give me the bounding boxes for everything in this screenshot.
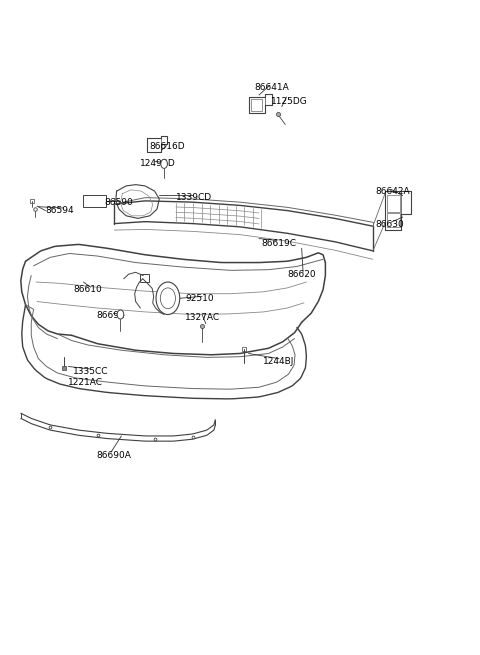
Text: 86594: 86594	[46, 206, 74, 215]
Text: 92510: 92510	[185, 294, 214, 303]
Bar	[386, 195, 400, 212]
Text: 86610: 86610	[73, 286, 102, 294]
Text: 1339CD: 1339CD	[176, 193, 212, 202]
Text: 86641A: 86641A	[254, 83, 289, 92]
Circle shape	[156, 282, 180, 314]
Text: 86590: 86590	[105, 198, 133, 207]
Text: 86642A: 86642A	[375, 187, 410, 196]
Bar	[386, 213, 400, 227]
Text: 1221AC: 1221AC	[68, 378, 103, 387]
Text: 86620: 86620	[288, 270, 316, 279]
Bar	[252, 99, 262, 111]
Bar	[140, 274, 149, 282]
Circle shape	[117, 310, 124, 319]
Circle shape	[161, 159, 168, 168]
Text: 86691: 86691	[96, 311, 125, 320]
Text: 86630: 86630	[375, 220, 404, 229]
Text: 1249BD: 1249BD	[140, 159, 176, 168]
Circle shape	[160, 288, 176, 309]
Text: 1125DG: 1125DG	[271, 97, 308, 106]
Text: 86690A: 86690A	[96, 451, 132, 460]
Text: 86616D: 86616D	[150, 142, 185, 151]
Text: 86619C: 86619C	[261, 238, 296, 248]
Text: 1327AC: 1327AC	[185, 313, 221, 322]
Text: 1335CC: 1335CC	[73, 367, 108, 376]
Text: 1244BJ: 1244BJ	[263, 357, 294, 365]
Bar	[84, 195, 106, 207]
